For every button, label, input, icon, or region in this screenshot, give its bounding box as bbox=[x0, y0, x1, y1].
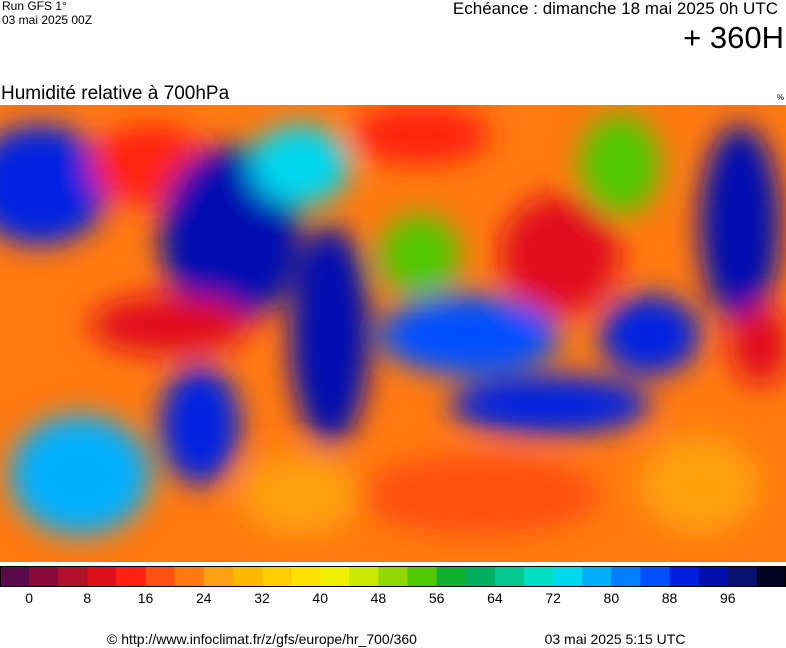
colorbar-swatch bbox=[407, 566, 438, 587]
humidity-field bbox=[0, 105, 786, 535]
colorbar-label: 72 bbox=[545, 590, 561, 606]
run-date: 03 mai 2025 00Z bbox=[2, 13, 93, 27]
colorbar-label: 40 bbox=[312, 590, 328, 606]
colorbar-label: 56 bbox=[429, 590, 445, 606]
colorbar-swatch bbox=[291, 566, 321, 587]
colorbar-swatch bbox=[58, 566, 88, 587]
colorbar-swatch bbox=[203, 566, 234, 587]
colorbar-swatch bbox=[494, 566, 525, 587]
colorbar-swatch bbox=[262, 566, 292, 587]
map-title: Humidité relative à 700hPa bbox=[1, 83, 230, 104]
colorbar-label: 80 bbox=[604, 590, 620, 606]
colorbar-label: 24 bbox=[196, 590, 212, 606]
colorbar-swatch bbox=[582, 566, 612, 587]
colorbar-label: 64 bbox=[487, 590, 503, 606]
colorbar-swatch bbox=[611, 566, 641, 587]
colorbar-swatch bbox=[669, 566, 700, 587]
colorbar-swatch bbox=[640, 566, 671, 587]
colorbar-swatch bbox=[436, 566, 467, 587]
colorbar-swatch bbox=[320, 566, 350, 587]
colorbar-label: 16 bbox=[138, 590, 154, 606]
timestamp: 03 mai 2025 5:15 UTC bbox=[544, 631, 686, 647]
colorbar: 0 8 16 24 32 40 48 56 64 72 80 88 96 bbox=[0, 566, 786, 606]
lead-time: + 360H bbox=[683, 20, 784, 55]
colorbar-label: 48 bbox=[371, 590, 387, 606]
run-label: Run GFS 1° bbox=[2, 0, 67, 13]
colorbar-swatch bbox=[465, 566, 496, 587]
colorbar-swatch bbox=[553, 566, 583, 587]
colorbar-label: 0 bbox=[25, 590, 33, 606]
colorbar-label: 96 bbox=[720, 590, 736, 606]
colorbar-swatch bbox=[524, 566, 554, 587]
colorbar-label: 32 bbox=[254, 590, 270, 606]
colorbar-swatch bbox=[87, 566, 117, 587]
colorbar-swatch bbox=[145, 566, 176, 587]
colorbar-swatch bbox=[727, 566, 758, 587]
colorbar-swatch bbox=[116, 566, 147, 587]
colorbar-swatch bbox=[174, 566, 205, 587]
colorbar-swatch bbox=[378, 566, 409, 587]
source-url: © http://www.infoclimat.fr/z/gfs/europe/… bbox=[107, 631, 417, 647]
unit: % bbox=[776, 93, 784, 102]
colorbar-swatch bbox=[29, 566, 59, 587]
humidity-map bbox=[0, 105, 786, 562]
colorbar-swatch bbox=[349, 566, 379, 587]
forecast-time: Echéance : dimanche 18 mai 2025 0h UTC bbox=[452, 0, 778, 18]
colorbar-swatch bbox=[232, 566, 263, 587]
colorbar-label: 88 bbox=[662, 590, 678, 606]
colorbar-label: 8 bbox=[83, 590, 91, 606]
colorbar-swatch bbox=[698, 566, 729, 587]
colorbar-swatch bbox=[0, 566, 30, 587]
colorbar-swatch bbox=[756, 566, 786, 587]
